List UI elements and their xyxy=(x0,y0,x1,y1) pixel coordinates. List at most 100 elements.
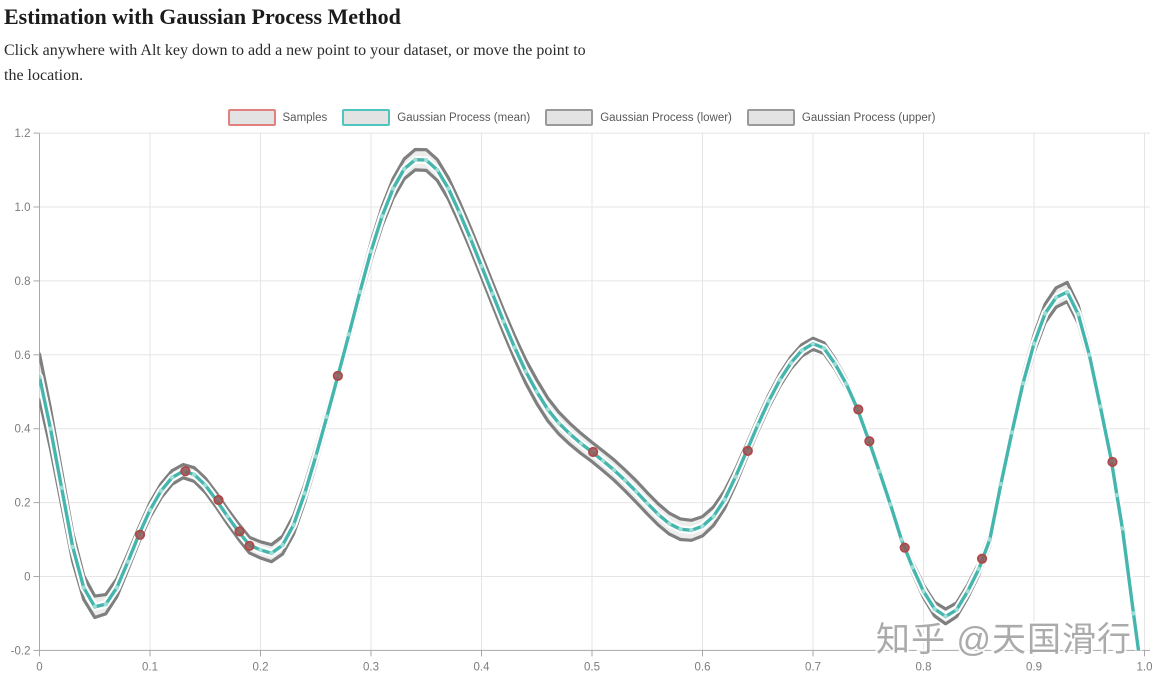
mean-point-marker xyxy=(733,474,738,479)
mean-point-marker xyxy=(1114,493,1120,498)
mean-point-marker xyxy=(368,249,374,254)
mean-point-marker xyxy=(512,345,517,350)
x-tick-label: 0.5 xyxy=(584,661,600,673)
legend-item-2: Gaussian Process (lower) xyxy=(545,109,732,126)
mean-point-marker xyxy=(1076,311,1081,317)
mean-point-marker xyxy=(910,565,915,570)
legend-label: Gaussian Process (lower) xyxy=(600,111,732,124)
sample-point[interactable] xyxy=(180,466,191,477)
mean-point-marker xyxy=(379,214,385,219)
mean-point-marker xyxy=(888,502,893,507)
mean-point-marker xyxy=(103,602,109,607)
mean-point-marker xyxy=(446,186,451,191)
mean-point-marker xyxy=(501,319,506,324)
legend: Samples Gaussian Process (mean) Gaussian P… xyxy=(0,109,1163,126)
sample-point[interactable] xyxy=(1107,456,1118,468)
mean-point-marker xyxy=(435,167,440,173)
mean-point-marker xyxy=(1098,404,1103,409)
mean-point-marker xyxy=(998,481,1004,487)
mean-point-marker xyxy=(799,348,805,353)
mean-point-marker xyxy=(291,522,296,527)
x-tick-label: 0.9 xyxy=(1026,661,1042,673)
mean-point-marker xyxy=(987,537,992,542)
sample-point[interactable] xyxy=(213,494,224,506)
x-tick-label: 0.3 xyxy=(363,661,379,673)
mean-point-marker xyxy=(81,585,86,590)
y-tick-label: 1.2 xyxy=(15,128,31,140)
mean-point-marker xyxy=(611,467,617,473)
mean-point-marker xyxy=(479,263,484,269)
mean-point-marker xyxy=(203,483,208,488)
mean-point-marker xyxy=(1131,611,1136,616)
y-tick-label: 0.2 xyxy=(15,498,31,510)
sample-point[interactable] xyxy=(588,446,599,458)
mean-point-marker xyxy=(1020,381,1026,386)
x-tick-label: 0.7 xyxy=(805,661,821,673)
mean-point-marker xyxy=(534,389,539,394)
mean-point-marker xyxy=(39,374,42,380)
mean-point-marker xyxy=(645,501,650,506)
mean-point-marker xyxy=(667,521,672,526)
mean-point-marker xyxy=(843,381,849,386)
mean-point-marker xyxy=(523,369,528,374)
x-tick-label: 0.2 xyxy=(253,661,269,673)
mean-point-marker xyxy=(424,157,429,163)
mean-point-marker xyxy=(390,186,396,191)
page-title: Estimation with Gaussian Process Method xyxy=(4,4,401,29)
x-tick-label: 0.6 xyxy=(695,661,711,673)
mean-point-marker xyxy=(92,604,97,609)
sample-point[interactable] xyxy=(134,529,146,540)
mean-point-marker xyxy=(1042,311,1048,316)
mean-point-marker xyxy=(788,360,794,366)
sample-point[interactable] xyxy=(332,370,343,381)
mean-point-marker xyxy=(192,472,197,477)
mean-point-marker xyxy=(954,607,959,612)
legend-item-1: Gaussian Process (mean) xyxy=(342,109,530,126)
sample-point[interactable] xyxy=(853,404,864,415)
mean-point-marker xyxy=(578,441,584,446)
sample-point[interactable] xyxy=(234,526,245,537)
mean-point-marker xyxy=(1031,341,1037,346)
mean-point-marker xyxy=(468,236,473,241)
y-tick-label: 0.6 xyxy=(15,350,31,362)
y-tick-label: 1.0 xyxy=(15,202,31,214)
x-tick-label: 1.0 xyxy=(1137,661,1153,673)
mean-point-marker xyxy=(832,361,838,367)
legend-item-0: Samples xyxy=(227,109,327,126)
mean-point-marker xyxy=(1009,430,1015,435)
mean-point-marker xyxy=(70,544,75,550)
sample-point[interactable] xyxy=(742,445,753,456)
mean-point-marker xyxy=(932,606,937,612)
mean-point-marker xyxy=(313,454,318,459)
sample-point[interactable] xyxy=(864,436,875,447)
sample-point[interactable] xyxy=(244,540,255,551)
mean-point-marker xyxy=(689,528,694,533)
legend-swatch-icon xyxy=(227,109,276,126)
mean-point-marker xyxy=(700,524,705,529)
mean-point-marker xyxy=(766,398,771,404)
mean-point-marker xyxy=(899,537,904,542)
mean-point-marker xyxy=(678,527,683,532)
axes: -0.2 0 0.2 0.4 0.6 0.8 1.0 1.2 0 0.1 0.2 0.3 0.4 0.5 0… xyxy=(11,128,1153,673)
plot-area[interactable] xyxy=(37,147,1143,659)
legend-label: Gaussian Process (mean) xyxy=(397,111,531,124)
mean-point-marker xyxy=(810,341,816,346)
y-tick-label: 0.4 xyxy=(15,424,32,436)
legend-label: Gaussian Process (upper) xyxy=(801,111,936,124)
mean-point-marker xyxy=(258,547,263,553)
y-tick-label: 0 xyxy=(24,572,30,584)
sample-points xyxy=(134,370,1118,564)
mean-point-marker xyxy=(567,431,573,437)
mean-point-marker xyxy=(1064,289,1070,295)
mean-point-marker xyxy=(1087,352,1092,357)
page-subtitle: Click anywhere with Alt key down to add … xyxy=(4,42,586,84)
mean-point-marker xyxy=(59,485,64,491)
sample-point[interactable] xyxy=(899,542,910,553)
mean-point-marker xyxy=(1120,526,1125,531)
x-tick-label: 0.1 xyxy=(142,661,158,673)
mean-point-marker xyxy=(821,345,827,351)
mean-point-marker xyxy=(777,377,783,383)
mean-point-marker xyxy=(965,589,970,594)
sample-point[interactable] xyxy=(976,553,988,564)
